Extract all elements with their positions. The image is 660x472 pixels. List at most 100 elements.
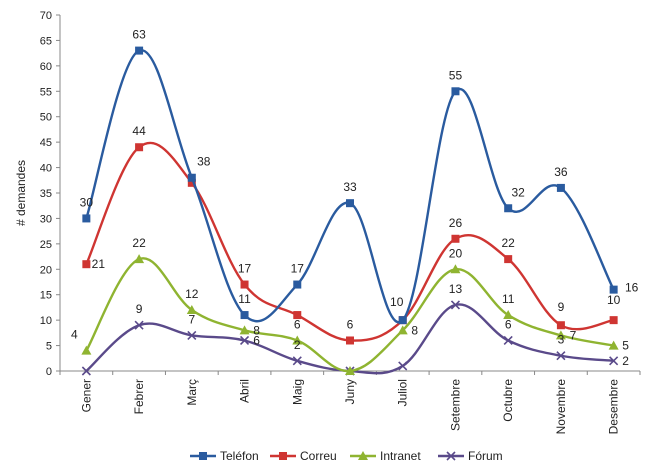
data-label: 63 [132,28,146,42]
series-line [85,141,614,342]
legend-label: Intranet [380,449,421,463]
data-label: 6 [294,317,301,331]
data-label: 5 [622,339,629,353]
legend-item: Fórum [438,449,503,463]
x-tick-label: Desembre [607,379,621,435]
x-tick-label: Gener [79,379,93,412]
data-label: 22 [132,236,146,250]
data-point [135,143,144,152]
data-label: 21 [92,257,106,271]
data-point [81,366,91,376]
legend-label: Teléfon [220,449,259,463]
data-point [346,199,354,208]
data-point-stroke [398,361,408,371]
legend-label: Correu [300,449,337,463]
data-label: 16 [625,281,639,295]
data-point [279,452,287,460]
data-point-stroke [134,320,144,330]
data-label: 8 [411,323,418,337]
data-label: 17 [238,262,252,276]
y-tick-label: 10 [40,315,52,327]
data-point [397,325,408,335]
data-point [358,451,368,460]
data-point [239,325,250,335]
data-point [293,311,302,320]
data-point [81,345,92,355]
y-tick-label: 40 [40,163,52,175]
data-label: 6 [253,333,260,347]
data-point [556,321,565,330]
data-point [446,451,456,461]
y-axis-title: # demandes [14,160,28,226]
data-point [608,340,619,350]
data-point [134,320,144,330]
data-point [187,173,196,182]
legend: Teléfon Correu Intranet Fórum [190,449,503,463]
legend-item: Teléfon [190,449,259,463]
data-point [556,183,565,192]
data-label: 38 [197,155,211,169]
data-point-stroke [556,351,566,361]
y-tick-label: 0 [46,366,52,378]
data-point-stroke [292,356,302,366]
data-point [82,214,91,223]
data-point-stroke [239,335,250,346]
data-label: 17 [291,262,305,276]
data-point [398,316,407,325]
series-teléfon [82,46,618,325]
y-tick-label: 30 [40,213,52,225]
data-point [504,204,513,213]
data-point-stroke [446,451,456,461]
data-point [609,356,619,366]
series-line [85,257,614,373]
legend-item: Intranet [350,449,421,463]
x-tick-label: Febrer [132,379,146,414]
data-label: 13 [449,282,463,296]
data-point [504,255,513,264]
data-label: 10 [607,293,621,307]
y-tick-label: 55 [40,86,52,98]
x-tick-label: Maig [290,379,304,405]
data-point [503,310,514,320]
y-tick-label: 65 [40,35,52,47]
y-tick-label: 50 [40,112,52,124]
data-label: 12 [185,287,199,301]
y-tick-label: 5 [46,341,52,353]
data-point [450,300,461,310]
data-label: 6 [505,317,512,331]
data-label: 6 [347,317,354,331]
x-tick-label: Març [185,379,199,406]
data-point [346,336,354,345]
data-point [503,335,513,346]
x-tick-label: Novembre [554,379,568,435]
x-tick-label: Abril [238,379,252,403]
data-point [451,87,460,96]
y-tick-label: 25 [40,239,52,251]
data-point-stroke [503,335,513,346]
y-tick-label: 20 [40,264,52,276]
legend-item: Correu [270,449,337,463]
data-point [292,335,303,345]
data-point [134,254,145,264]
data-label: 55 [449,68,463,82]
data-point [239,335,250,346]
y-tick-label: 35 [40,188,52,200]
series-intranet [81,254,619,375]
data-point [199,452,207,460]
y-tick-label: 60 [40,61,52,73]
data-label: 11 [238,292,251,306]
data-label: 36 [554,165,568,179]
y-tick-label: 15 [40,290,52,302]
data-point [292,356,302,366]
x-tick-label: Juny [343,379,357,404]
data-point [240,311,249,320]
data-label: 22 [502,236,516,250]
data-label: 7 [570,328,577,342]
data-point-stroke [81,366,91,376]
x-tick-label: Setembre [448,379,462,431]
data-label: 44 [132,124,146,138]
data-label: 30 [80,195,94,209]
data-point [240,280,249,289]
legend-label: Fórum [468,449,503,463]
data-label: 10 [390,295,404,309]
